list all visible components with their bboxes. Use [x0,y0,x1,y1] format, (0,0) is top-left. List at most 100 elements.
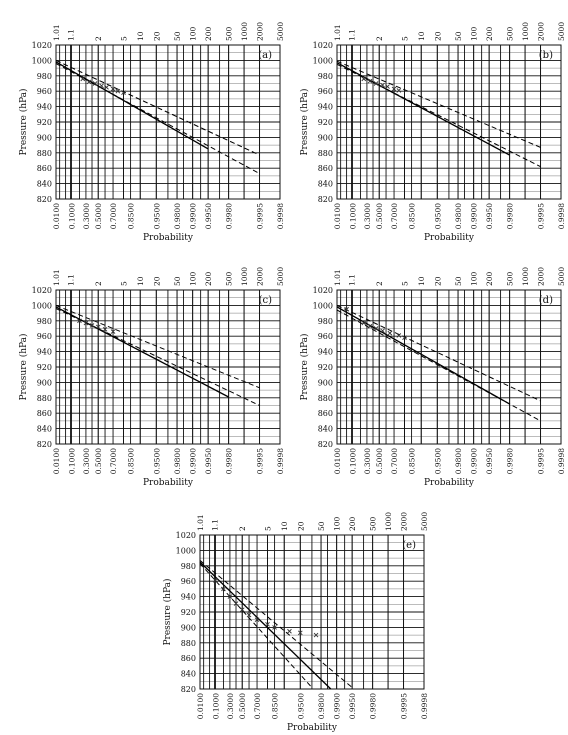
data-point [80,76,86,82]
top-tick-label: 1000 [384,512,393,531]
y-tick-label: 920 [318,363,333,372]
top-tick-label: 5 [401,36,410,41]
x-tick-label: 0.9998 [276,448,285,474]
data-point [227,594,233,599]
top-tick-label: 200 [348,516,357,531]
top-tick-label: 10 [136,31,145,41]
x-tick-label: 0.8500 [127,448,136,474]
data-point [313,632,319,638]
x-tick-label: 0.9998 [420,693,429,719]
x-tick-label: 0.9995 [256,448,265,474]
observed-points [361,76,402,93]
data-point [402,335,407,341]
y-tick-label: 1020 [313,286,333,295]
data-point [387,330,393,336]
panel-label: (b) [539,50,553,61]
top-tick-label: 50 [317,521,326,531]
x-tick-label: 0.9950 [348,693,357,719]
top-tick-label: 10 [417,276,426,286]
data-point [102,326,108,332]
y-tick-label: 920 [37,118,52,127]
confidence-bound-line [336,304,541,402]
y-tick-label: 840 [181,670,196,679]
y-tick-label: 920 [37,363,52,372]
y-tick-label: 920 [318,118,333,127]
top-tick-label: 1.1 [348,274,357,286]
x-tick-label: 0.0100 [196,693,205,719]
x-tick-label: 0.9500 [296,693,305,719]
x-axis-title: Probability [424,233,475,243]
x-axis-title: Probability [424,478,475,488]
data-point [396,88,402,93]
x-tick-label: 0.9995 [256,203,265,229]
data-point [99,83,104,89]
top-tick-label: 5000 [557,22,566,41]
y-tick-label: 820 [37,195,52,204]
confidence-bound-line [55,308,260,406]
top-tick-label: 2 [375,281,384,286]
y-tick-label: 860 [37,164,52,173]
top-tick-label: 5 [401,281,410,286]
top-tick-label: 5 [120,281,129,286]
x-tick-label: 0.8500 [271,693,280,719]
x-tick-label: 0.9998 [557,448,566,474]
y-tick-label: 820 [318,440,333,449]
y-tick-label: 1020 [313,41,333,50]
x-tick-label: 0.8500 [408,448,417,474]
top-tick-label: 2 [94,281,103,286]
x-tick-label: 0.7000 [390,203,399,229]
top-tick-label: 1000 [521,22,530,41]
data-point [213,578,218,583]
x-tick-label: 0.9950 [204,203,213,229]
data-point [110,329,116,334]
observed-points [77,318,116,334]
x-tick-label: 0.3000 [82,203,91,229]
confidence-bound-line [55,63,260,175]
data-point [367,78,373,84]
panel-label: (e) [402,540,416,551]
top-tick-label: 100 [189,271,198,286]
data-point [380,328,385,334]
x-tick-label: 0.7000 [109,203,118,229]
top-tick-label: 50 [454,31,463,41]
panel-d: 820840860880900920940960980100010200.010… [299,267,566,488]
x-tick-label: 0.9900 [470,203,479,229]
y-tick-label: 1020 [32,286,52,295]
y-tick-label: 960 [181,577,196,586]
x-gridlines [199,535,425,689]
x-axis-title: Probability [143,233,194,243]
top-tick-label: 50 [173,276,182,286]
y-tick-label: 840 [318,180,333,189]
y-tick-label: 820 [37,440,52,449]
top-tick-label: 50 [454,276,463,286]
observed-points [80,76,126,96]
y-tick-label: 1000 [313,56,333,65]
y-axis-title: Pressure (hPa) [18,88,29,155]
data-point [92,81,98,86]
data-point [367,323,373,329]
data-point [265,622,270,627]
data-point [221,586,226,592]
top-tick-label: 1000 [240,22,249,41]
data-point [239,607,245,613]
top-tick-label: 1.1 [67,29,76,41]
y-tick-label: 880 [37,149,52,158]
fit-line [336,306,510,405]
x-tick-label: 0.9998 [276,203,285,229]
top-tick-label: 5000 [557,267,566,286]
top-tick-label: 10 [136,276,145,286]
x-tick-label: 0.3000 [82,448,91,474]
confidence-bound-line [336,63,541,168]
top-tick-label: 1.01 [333,269,342,286]
y-tick-label: 940 [37,103,52,112]
x-axis-title: Probability [287,723,338,733]
top-tick-label: 500 [225,271,234,286]
y-tick-label: 940 [318,103,333,112]
y-tick-label: 980 [318,317,333,326]
top-tick-label: 1.01 [196,514,205,531]
data-point [361,320,367,326]
top-tick-label: 100 [189,26,198,41]
x-tick-label: 0.1000 [348,448,357,474]
top-tick-label: 5000 [276,267,285,286]
